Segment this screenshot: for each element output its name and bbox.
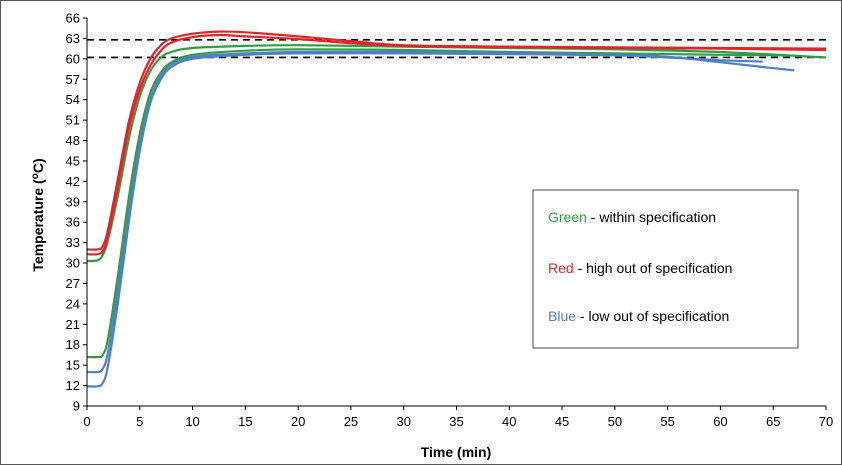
y-tick-label: 48 bbox=[66, 133, 80, 148]
x-tick-label: 30 bbox=[396, 414, 410, 429]
x-tick-label: 45 bbox=[555, 414, 569, 429]
axes-layer bbox=[83, 17, 827, 410]
y-tick-label: 54 bbox=[66, 92, 80, 107]
y-tick-label: 33 bbox=[66, 235, 80, 250]
x-tick-label: 10 bbox=[185, 414, 199, 429]
y-tick-label: 66 bbox=[66, 11, 80, 26]
legend-text: - within specification bbox=[587, 209, 716, 225]
x-tick-label: 40 bbox=[502, 414, 516, 429]
x-tick-label: 25 bbox=[344, 414, 358, 429]
y-tick-label: 36 bbox=[66, 215, 80, 230]
y-tick-label: 18 bbox=[66, 337, 80, 352]
x-tick-label: 5 bbox=[136, 414, 143, 429]
x-tick-label: 20 bbox=[291, 414, 305, 429]
y-tick-label: 12 bbox=[66, 378, 80, 393]
x-tick-labels: 0 5 10 15 20 25 30 35 40 45 50 55 60 65 70 bbox=[83, 414, 833, 429]
y-tick-label: 42 bbox=[66, 174, 80, 189]
y-tick-label: 39 bbox=[66, 194, 80, 209]
x-axis-title: Time (min) bbox=[421, 444, 492, 460]
y-tick-label: 15 bbox=[66, 358, 80, 373]
series-line-red bbox=[86, 33, 827, 256]
x-tick-label: 55 bbox=[660, 414, 674, 429]
series-layer bbox=[86, 30, 827, 388]
y-tick-label: 27 bbox=[66, 276, 80, 291]
x-tick-label: 35 bbox=[449, 414, 463, 429]
legend-entry-blue: Blue - low out of specification bbox=[548, 308, 729, 324]
legend-text: - low out of specification bbox=[576, 308, 729, 324]
y-tick-label: 24 bbox=[66, 296, 80, 311]
x-tick-label: 15 bbox=[238, 414, 252, 429]
legend-box bbox=[532, 189, 799, 349]
x-tick-label: 65 bbox=[766, 414, 780, 429]
y-tick-label: 45 bbox=[66, 153, 80, 168]
y-tick-label: 63 bbox=[66, 31, 80, 46]
y-tick-label: 9 bbox=[73, 399, 80, 414]
legend-text: - high out of specification bbox=[574, 260, 733, 276]
legend-entry-red: Red - high out of specification bbox=[548, 260, 732, 276]
legend: Green - within specification Red - high … bbox=[532, 189, 799, 349]
y-tick-label: 30 bbox=[66, 256, 80, 271]
x-tick-label: 0 bbox=[83, 414, 90, 429]
y-axis-title: Temperature (oC) bbox=[30, 158, 46, 271]
legend-color-word: Red bbox=[548, 260, 574, 276]
y-tick-labels: 9 12 15 18 21 24 27 30 33 36 39 42 45 48 51 54 57 60 63 66 bbox=[66, 11, 80, 414]
legend-color-word: Green bbox=[548, 209, 587, 225]
x-tick-label: 50 bbox=[608, 414, 622, 429]
y-tick-label: 21 bbox=[66, 317, 80, 332]
y-tick-label: 57 bbox=[66, 72, 80, 87]
y-tick-label: 51 bbox=[66, 113, 80, 128]
series-line-blue bbox=[86, 52, 763, 388]
y-tick-label: 60 bbox=[66, 51, 80, 66]
legend-entry-green: Green - within specification bbox=[548, 209, 716, 225]
legend-color-word: Blue bbox=[548, 308, 576, 324]
x-tick-label: 70 bbox=[819, 414, 833, 429]
x-tick-label: 60 bbox=[713, 414, 727, 429]
